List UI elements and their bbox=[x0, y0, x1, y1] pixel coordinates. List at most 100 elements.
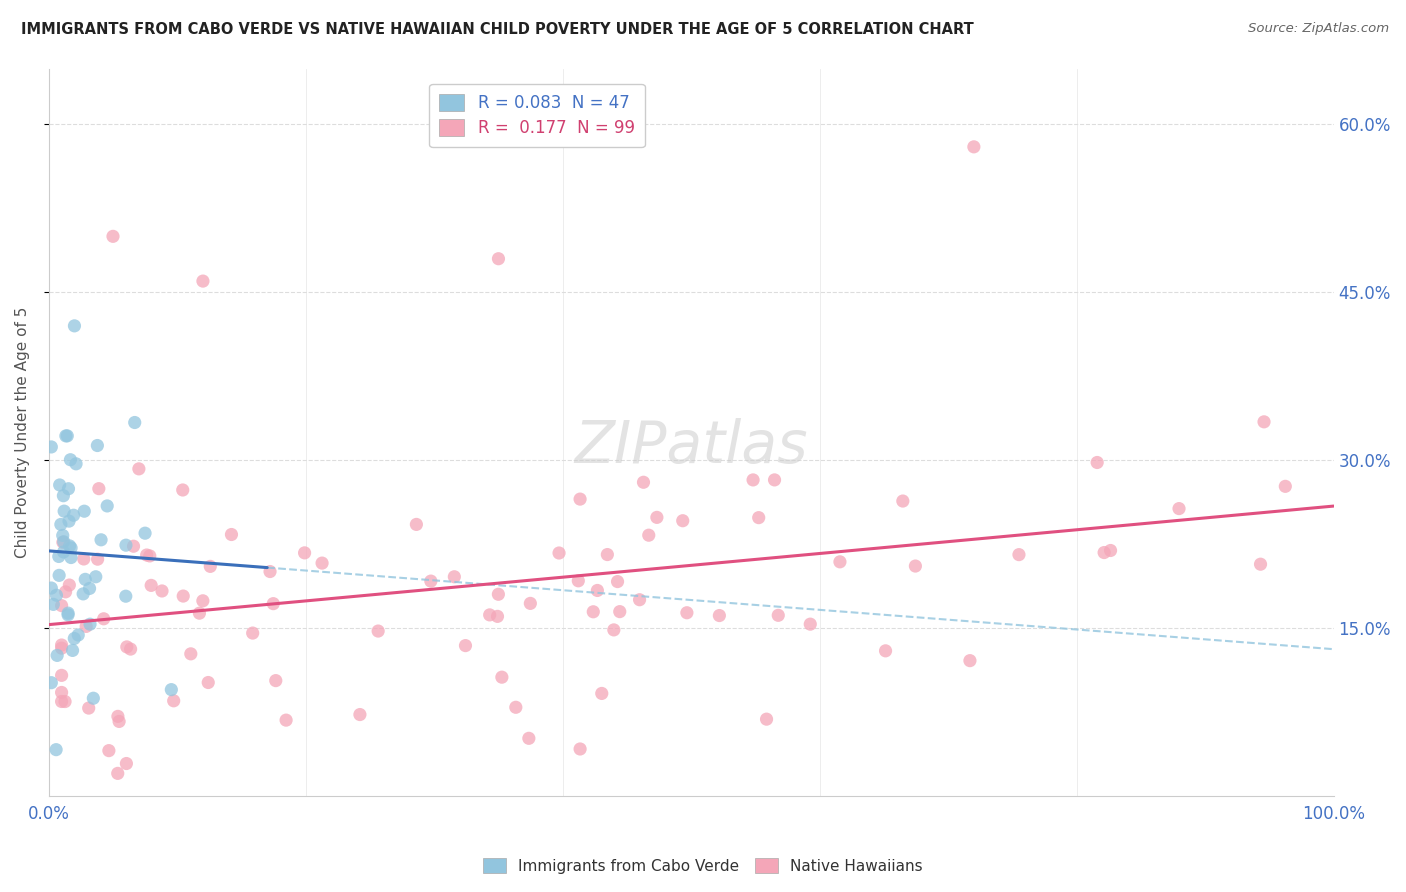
Point bbox=[135, 548, 157, 562]
Point bbox=[221, 527, 243, 541]
Point bbox=[262, 597, 284, 611]
Point bbox=[349, 707, 371, 722]
Point bbox=[51, 668, 73, 682]
Point bbox=[45, 742, 67, 756]
Point bbox=[49, 517, 72, 532]
Point bbox=[755, 712, 778, 726]
Point bbox=[52, 535, 75, 549]
Point bbox=[93, 612, 115, 626]
Point bbox=[242, 626, 264, 640]
Point bbox=[75, 573, 97, 587]
Point bbox=[443, 570, 465, 584]
Point bbox=[79, 617, 101, 632]
Point bbox=[41, 675, 63, 690]
Point bbox=[134, 526, 156, 541]
Point bbox=[56, 607, 79, 622]
Point bbox=[150, 584, 173, 599]
Point bbox=[58, 539, 80, 553]
Point bbox=[959, 654, 981, 668]
Point bbox=[488, 252, 510, 266]
Point bbox=[311, 556, 333, 570]
Point bbox=[56, 429, 79, 443]
Point bbox=[517, 731, 540, 746]
Point bbox=[58, 482, 80, 496]
Point bbox=[51, 685, 73, 699]
Point bbox=[768, 608, 790, 623]
Point bbox=[90, 533, 112, 547]
Point bbox=[115, 538, 138, 552]
Point bbox=[188, 606, 211, 620]
Point bbox=[628, 592, 651, 607]
Point bbox=[180, 647, 202, 661]
Point bbox=[67, 628, 90, 642]
Point bbox=[904, 559, 927, 574]
Point bbox=[53, 694, 76, 708]
Point bbox=[606, 574, 628, 589]
Point bbox=[46, 648, 69, 663]
Legend: Immigrants from Cabo Verde, Native Hawaiians: Immigrants from Cabo Verde, Native Hawai… bbox=[477, 852, 929, 880]
Point bbox=[62, 508, 84, 523]
Text: ZIPatlas: ZIPatlas bbox=[575, 418, 808, 475]
Point bbox=[672, 514, 695, 528]
Point bbox=[491, 670, 513, 684]
Point bbox=[51, 599, 73, 613]
Point bbox=[51, 694, 73, 708]
Point bbox=[582, 605, 605, 619]
Point bbox=[645, 510, 668, 524]
Point bbox=[108, 714, 131, 729]
Point bbox=[637, 528, 659, 542]
Point bbox=[591, 686, 613, 700]
Point bbox=[51, 638, 73, 652]
Point bbox=[141, 578, 163, 592]
Point bbox=[1253, 415, 1275, 429]
Point bbox=[56, 606, 79, 620]
Point bbox=[633, 475, 655, 490]
Point bbox=[75, 619, 97, 633]
Point bbox=[1274, 479, 1296, 493]
Point bbox=[569, 492, 592, 507]
Point bbox=[963, 140, 986, 154]
Point bbox=[48, 568, 70, 582]
Point bbox=[748, 510, 770, 524]
Point bbox=[709, 608, 731, 623]
Text: Source: ZipAtlas.com: Source: ZipAtlas.com bbox=[1249, 22, 1389, 36]
Point bbox=[60, 550, 83, 565]
Point bbox=[454, 639, 477, 653]
Point bbox=[1085, 455, 1108, 469]
Point bbox=[1099, 543, 1122, 558]
Point bbox=[58, 578, 80, 592]
Point bbox=[58, 514, 80, 528]
Point bbox=[86, 552, 108, 566]
Point bbox=[41, 440, 63, 454]
Point bbox=[191, 274, 214, 288]
Point bbox=[891, 494, 914, 508]
Point bbox=[191, 594, 214, 608]
Point bbox=[1168, 501, 1191, 516]
Point bbox=[65, 457, 87, 471]
Text: IMMIGRANTS FROM CABO VERDE VS NATIVE HAWAIIAN CHILD POVERTY UNDER THE AGE OF 5 C: IMMIGRANTS FROM CABO VERDE VS NATIVE HAW… bbox=[21, 22, 974, 37]
Point bbox=[114, 589, 136, 603]
Point bbox=[367, 624, 389, 638]
Point bbox=[567, 574, 589, 588]
Point bbox=[875, 644, 897, 658]
Point bbox=[259, 565, 281, 579]
Point bbox=[107, 709, 129, 723]
Point bbox=[115, 756, 138, 771]
Point bbox=[124, 416, 146, 430]
Point bbox=[101, 229, 124, 244]
Point bbox=[63, 318, 86, 333]
Point bbox=[763, 473, 786, 487]
Point bbox=[1008, 548, 1031, 562]
Point bbox=[96, 499, 118, 513]
Point bbox=[60, 541, 83, 555]
Point bbox=[55, 429, 77, 443]
Point bbox=[294, 546, 316, 560]
Point bbox=[486, 587, 509, 601]
Point bbox=[828, 555, 851, 569]
Point bbox=[115, 640, 138, 654]
Point bbox=[63, 632, 86, 646]
Point bbox=[486, 609, 509, 624]
Point bbox=[62, 643, 84, 657]
Point bbox=[478, 607, 501, 622]
Point bbox=[97, 744, 120, 758]
